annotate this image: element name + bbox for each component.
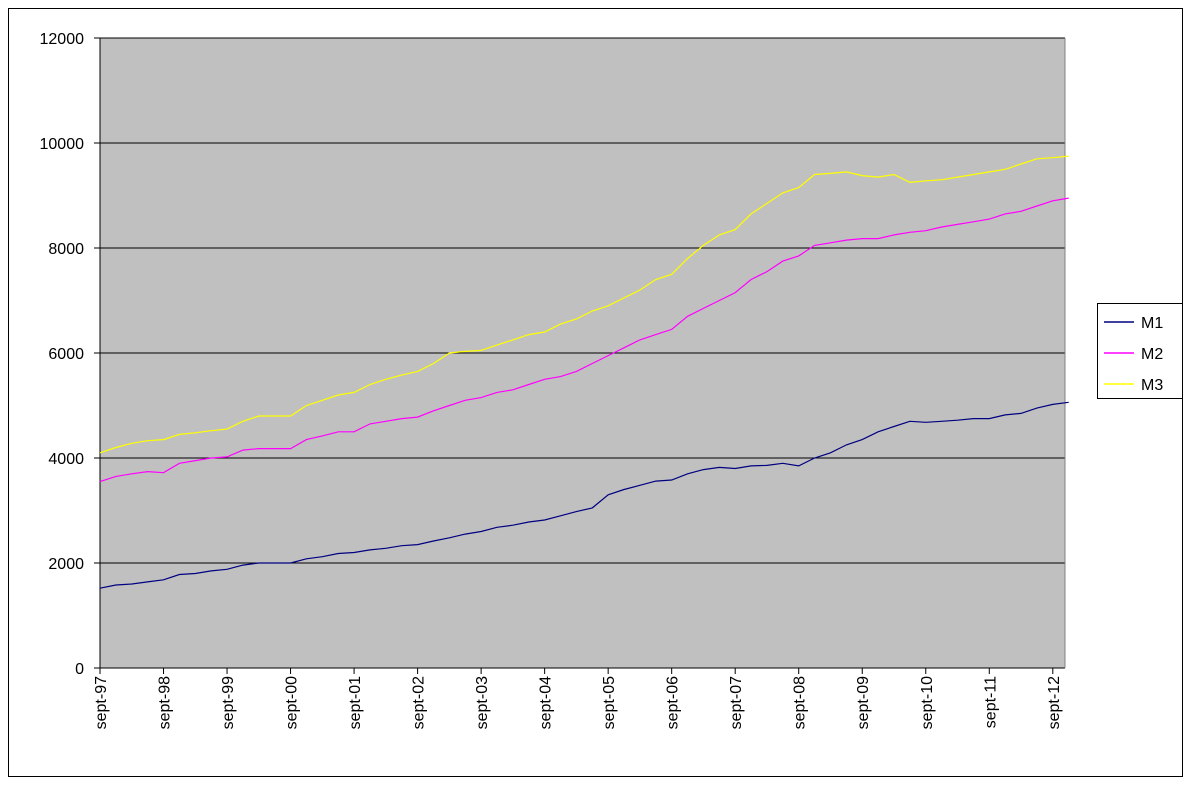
legend-label: M2: [1141, 346, 1163, 363]
x-tick-label: sept-99: [220, 676, 237, 729]
x-tick-label: sept-98: [157, 676, 174, 729]
x-tick-label: sept-08: [792, 676, 809, 729]
y-tick-label: 8000: [48, 241, 84, 258]
y-tick-label: 10000: [40, 136, 85, 153]
y-tick-label: 6000: [48, 346, 84, 363]
x-tick-label: sept-12: [1046, 676, 1063, 729]
legend-label: M3: [1141, 377, 1163, 394]
legend-label: M1: [1141, 315, 1163, 332]
y-tick-label: 12000: [40, 31, 85, 48]
x-tick-label: sept-01: [347, 676, 364, 729]
x-tick-label: sept-11: [982, 676, 999, 728]
y-tick-label: 2000: [48, 556, 84, 573]
line-series: [99, 401, 1069, 589]
x-tick-label: sept-07: [728, 676, 745, 729]
line-series: [99, 197, 1069, 483]
x-tick-label: sept-05: [601, 676, 618, 729]
x-tick-label: sept-00: [284, 676, 301, 729]
legend-box: [1097, 303, 1183, 399]
x-tick-label: sept-02: [411, 676, 428, 729]
x-tick-label: sept-06: [665, 676, 682, 729]
y-tick-label: 0: [75, 661, 84, 678]
x-tick-label: sept-97: [93, 676, 110, 729]
line-series: [99, 155, 1069, 454]
x-tick-label: sept-04: [538, 676, 555, 729]
x-tick-label: sept-03: [474, 676, 491, 729]
x-tick-label: sept-10: [919, 676, 936, 729]
x-tick-label: sept-09: [855, 676, 872, 729]
y-tick-label: 4000: [48, 451, 84, 468]
